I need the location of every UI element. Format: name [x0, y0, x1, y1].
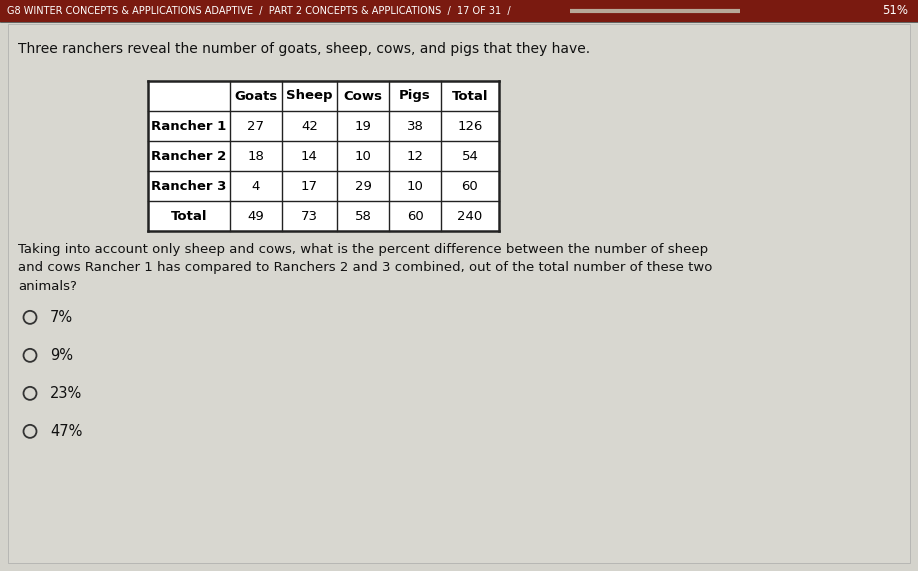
Text: 60: 60: [407, 210, 423, 223]
Text: Rancher 2: Rancher 2: [151, 150, 227, 163]
Text: Sheep: Sheep: [286, 90, 332, 103]
Text: 18: 18: [248, 150, 264, 163]
Text: 23%: 23%: [50, 386, 83, 401]
Text: 58: 58: [354, 210, 372, 223]
Text: Total: Total: [452, 90, 488, 103]
Text: 29: 29: [354, 179, 372, 192]
Text: 73: 73: [301, 210, 318, 223]
Text: 27: 27: [248, 119, 264, 132]
Text: Goats: Goats: [234, 90, 277, 103]
Text: 42: 42: [301, 119, 318, 132]
Text: 240: 240: [457, 210, 483, 223]
Text: 10: 10: [407, 179, 423, 192]
Text: Total: Total: [171, 210, 207, 223]
Text: 19: 19: [354, 119, 372, 132]
Text: 38: 38: [407, 119, 423, 132]
Text: 9%: 9%: [50, 348, 73, 363]
Text: 17: 17: [301, 179, 318, 192]
Text: Three ranchers reveal the number of goats, sheep, cows, and pigs that they have.: Three ranchers reveal the number of goat…: [18, 42, 590, 56]
Text: 4: 4: [252, 179, 260, 192]
Text: 54: 54: [462, 150, 478, 163]
Text: 7%: 7%: [50, 310, 73, 325]
Text: Rancher 3: Rancher 3: [151, 179, 227, 192]
Bar: [148, 81, 499, 231]
Text: 14: 14: [301, 150, 318, 163]
Text: 60: 60: [462, 179, 478, 192]
Text: Pigs: Pigs: [399, 90, 431, 103]
Text: 49: 49: [248, 210, 264, 223]
Text: 47%: 47%: [50, 424, 83, 439]
Text: 12: 12: [407, 150, 423, 163]
Text: 10: 10: [354, 150, 372, 163]
Bar: [0, 0, 918, 22]
Text: Cows: Cows: [343, 90, 383, 103]
Text: Rancher 1: Rancher 1: [151, 119, 227, 132]
Text: G8 WINTER CONCEPTS & APPLICATIONS ADAPTIVE  /  PART 2 CONCEPTS & APPLICATIONS  /: G8 WINTER CONCEPTS & APPLICATIONS ADAPTI…: [7, 6, 510, 16]
Text: 51%: 51%: [882, 5, 908, 18]
Text: Taking into account only sheep and cows, what is the percent difference between : Taking into account only sheep and cows,…: [18, 243, 712, 293]
Text: 126: 126: [457, 119, 483, 132]
